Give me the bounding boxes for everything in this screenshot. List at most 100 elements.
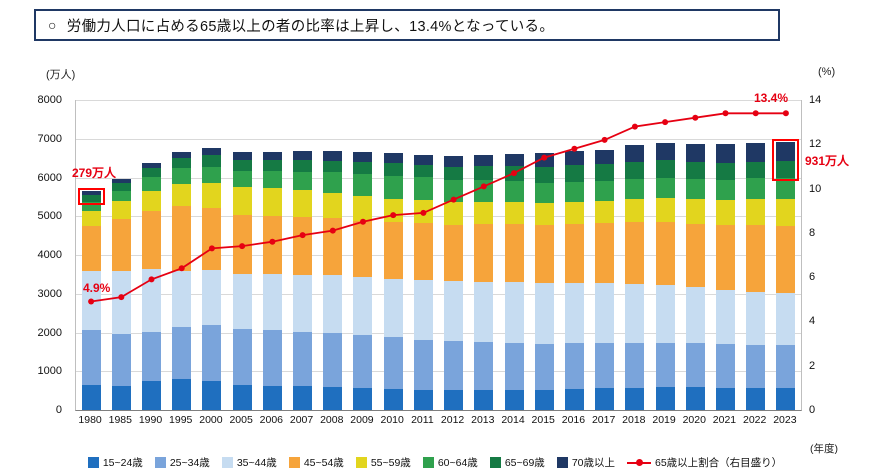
bar-segment xyxy=(534,166,554,183)
legend-item: 70歳以上 xyxy=(556,455,615,470)
bar-segment xyxy=(232,328,252,386)
bar-segment xyxy=(293,331,313,387)
bar xyxy=(715,144,735,410)
right-axis-unit: (%) xyxy=(818,66,836,78)
legend-swatch xyxy=(556,457,568,468)
bar-segment xyxy=(111,179,131,184)
bar-segment xyxy=(413,177,433,201)
bar-segment xyxy=(262,188,282,216)
bar-segment xyxy=(776,345,796,389)
bar-segment xyxy=(534,282,554,344)
x-axis-tick-label: 2011 xyxy=(411,414,434,426)
bar-segment xyxy=(504,153,524,167)
bar-segment xyxy=(595,387,615,410)
bar-segment xyxy=(595,164,615,182)
bar-segment xyxy=(595,342,615,388)
bar-segment xyxy=(202,208,222,270)
bar-segment xyxy=(595,200,615,224)
x-axis-tick-label: 2022 xyxy=(743,414,767,426)
plot-area xyxy=(75,100,802,411)
bar-segment xyxy=(685,287,705,344)
x-axis-tick-label: 2020 xyxy=(682,414,706,426)
gridline xyxy=(76,293,801,295)
bar-segment xyxy=(232,160,252,172)
title-box: ○ 労働力人口に占める65歳以上の者の比率は上昇し、13.4%となっている。 xyxy=(34,9,780,41)
legend-swatch xyxy=(221,457,233,468)
bar-segment xyxy=(413,164,433,178)
bar-segment xyxy=(202,183,222,209)
legend-label: 65歳以上割合（右目盛り） xyxy=(655,457,783,469)
bar-segment xyxy=(625,198,645,223)
bar-segment xyxy=(81,330,101,386)
legend-item: 25~34歳 xyxy=(154,455,210,470)
bar-segment xyxy=(413,339,433,390)
bar-segment xyxy=(81,194,101,202)
bar-segment xyxy=(655,342,675,388)
x-axis-labels: 1980 1985 1990 1995 2000 2005 2006 2007 2008 2009… xyxy=(75,414,800,428)
bar xyxy=(534,153,554,410)
ratio-line-marker xyxy=(148,276,155,283)
bar-segment xyxy=(595,282,615,343)
bar-segment xyxy=(595,223,615,283)
bar-segment xyxy=(474,180,494,202)
ratio-line-marker xyxy=(269,238,276,245)
bar-segment xyxy=(293,190,313,218)
ratio-line xyxy=(90,112,786,303)
left-axis-tick-label: 0 xyxy=(55,404,62,416)
bar-segment xyxy=(81,225,101,272)
bar-segment xyxy=(715,179,735,201)
bar-segment xyxy=(142,168,162,178)
bar-segment xyxy=(715,162,735,180)
bar-segment xyxy=(655,197,675,222)
bar-segment xyxy=(353,335,373,388)
left-axis-tick-label: 8000 xyxy=(37,94,62,106)
bar-segment xyxy=(625,145,645,162)
ratio-line-marker xyxy=(450,196,457,203)
bar xyxy=(655,143,675,410)
right-axis-tick-label: 6 xyxy=(809,271,816,284)
bar-segment xyxy=(474,224,494,282)
x-axis-tick-label: 2019 xyxy=(652,414,676,426)
bar-segment xyxy=(715,388,735,410)
legend: 15~24歳 25~34歳 35~44歳 45~54歳 55~59歳 60~64歳 65~6… xyxy=(0,455,870,470)
bar-segment xyxy=(685,179,705,200)
bar-segment xyxy=(353,196,373,221)
bar-segment xyxy=(172,168,192,184)
bar-segment xyxy=(474,389,494,410)
bar-segment xyxy=(142,268,162,333)
x-axis-tick-label: 2018 xyxy=(622,414,646,426)
bar-segment xyxy=(293,151,313,160)
ratio-line-marker xyxy=(782,110,789,117)
bar-segment xyxy=(172,157,192,169)
bar-segment xyxy=(444,281,464,342)
bar-segment xyxy=(534,343,554,391)
x-axis-tick-label: 1990 xyxy=(138,414,163,426)
annotation-2023-65plus-count: 931万人 xyxy=(805,154,850,168)
x-axis-tick-label: 2021 xyxy=(712,414,737,426)
bar-segment xyxy=(776,198,796,226)
bar-segment xyxy=(504,224,524,283)
annotation-2023-ratio: 13.4% xyxy=(754,91,789,105)
bar-segment xyxy=(262,151,282,161)
legend-label: 15~24歳 xyxy=(102,457,143,469)
bar-segment xyxy=(776,177,796,199)
bar-segment xyxy=(776,292,796,346)
bar-segment xyxy=(202,167,222,184)
legend-item: 55~59歳 xyxy=(355,455,411,470)
legend-item: 65~69歳 xyxy=(489,455,545,470)
bar-segment xyxy=(625,222,645,284)
bar-segment xyxy=(142,210,162,269)
bar-segment xyxy=(715,200,735,226)
bar-segment xyxy=(262,215,282,275)
bar-segment xyxy=(685,387,705,410)
ratio-line-marker xyxy=(360,218,366,225)
bar-segment xyxy=(353,220,373,277)
bar-segment xyxy=(564,165,584,182)
left-axis-tick-label: 6000 xyxy=(37,171,62,184)
bar-segment xyxy=(262,171,282,189)
ratio-line-marker xyxy=(511,170,517,177)
bar-segment xyxy=(323,218,343,276)
bar-segment xyxy=(323,151,343,161)
bar-segment xyxy=(564,343,584,389)
annotation-1980-ratio: 4.9% xyxy=(83,281,111,295)
